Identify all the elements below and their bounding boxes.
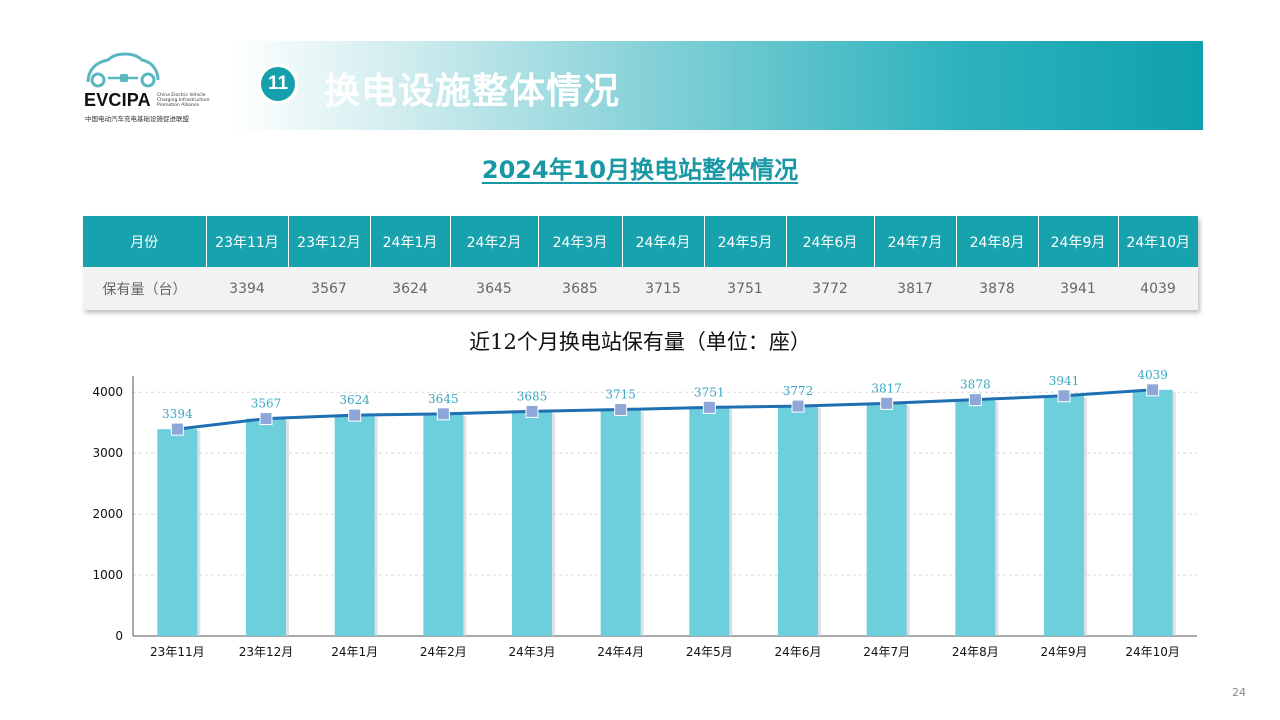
data-point: [348, 408, 362, 422]
evcipa-logo: EVCIPA China Electric Vehicle Charging I…: [82, 48, 232, 124]
x-tick-label: 24年1月: [331, 645, 378, 659]
x-tick-label: 24年5月: [686, 645, 733, 659]
logo-english-name: China Electric Vehicle Charging Infrastr…: [157, 93, 210, 109]
logo-brand: EVCIPA: [84, 90, 151, 110]
series-line: [177, 388, 1153, 431]
data-label: 3817: [871, 381, 902, 395]
table-header-cell: 24年3月: [538, 216, 623, 267]
data-point: [614, 403, 628, 417]
table-header-cell: 24年7月: [874, 216, 957, 267]
table-header-cell: 24年8月: [956, 216, 1039, 267]
table-cell: 3772: [786, 267, 874, 310]
table-cell: 3394: [206, 267, 288, 310]
page-number: 24: [1232, 686, 1246, 699]
page-title: 换电设施整体情况: [324, 71, 621, 112]
bar: [1044, 395, 1084, 636]
data-label: 3645: [428, 392, 459, 406]
subtitle-text: 2024年10月换电站整体情况: [481, 156, 799, 184]
bar: [512, 411, 552, 636]
data-label: 3772: [783, 384, 814, 398]
data-point: [1146, 383, 1160, 397]
table-cell: 3567: [288, 267, 370, 310]
bar: [246, 418, 286, 636]
data-point: [170, 422, 184, 436]
data-point: [259, 412, 273, 426]
bar: [866, 403, 907, 636]
table-cell: 3685: [538, 267, 622, 310]
table-header-month: 月份: [83, 216, 207, 267]
table-cell: 3941: [1038, 267, 1118, 310]
x-tick-label: 24年6月: [775, 645, 822, 659]
header-band: [230, 41, 1203, 130]
table-header-cell: 23年12月: [288, 216, 371, 267]
data-label: 3624: [339, 393, 370, 407]
bar: [1132, 389, 1173, 636]
table-header-cell: 24年2月: [450, 216, 539, 267]
x-tick-label: 23年12月: [239, 645, 294, 659]
table-header-cell: 24年6月: [786, 216, 875, 267]
bar: [778, 406, 818, 636]
x-tick-label: 23年11月: [150, 645, 205, 659]
data-label: 3685: [517, 389, 548, 403]
y-tick-label: 1000: [92, 568, 123, 582]
summary-table: 月份 23年11月 23年12月 24年1月 24年2月 24年3月 24年4月 24年5月…: [83, 216, 1198, 310]
x-tick-label: 24年8月: [952, 645, 999, 659]
data-point: [880, 396, 894, 410]
bar: [334, 415, 375, 636]
logo-chinese-name: 中国电动汽车充电基础设施促进联盟: [85, 115, 189, 123]
bar: [689, 407, 730, 636]
bar: [955, 399, 996, 636]
x-tick-label: 24年4月: [597, 645, 644, 659]
y-tick-label: 4000: [92, 385, 123, 399]
table-cell: 3624: [370, 267, 450, 310]
bar: [157, 429, 198, 636]
table-cell: 3715: [622, 267, 704, 310]
x-tick-label: 24年7月: [863, 645, 910, 659]
table-header-cell: 24年10月: [1118, 216, 1198, 267]
table-header-cell: 23年11月: [206, 216, 289, 267]
y-tick-label: 0: [115, 629, 123, 643]
bar: [423, 413, 464, 636]
data-label: 3941: [1049, 374, 1080, 388]
data-point: [968, 393, 982, 407]
table-header-cell: 24年5月: [704, 216, 787, 267]
table-cell: 3751: [704, 267, 786, 310]
x-tick-label: 24年2月: [420, 645, 467, 659]
table-header-cell: 24年4月: [622, 216, 705, 267]
bar: [600, 409, 641, 636]
bar-line-chart: 0 1000 2000 3000 4000 23年11月 23年12月 24年1月 24年2月 2…: [92, 370, 1197, 659]
car-plug-icon: [86, 52, 160, 88]
table-cell: 3645: [450, 267, 538, 310]
data-label: 3394: [162, 407, 193, 421]
x-tick-label: 24年10月: [1125, 645, 1180, 659]
table-header-row: 月份 23年11月 23年12月 24年1月 24年2月 24年3月 24年4月 24年5月…: [83, 216, 1198, 267]
data-label: 4039: [1137, 370, 1168, 382]
data-label: 3878: [960, 378, 991, 392]
table-cell: 3878: [956, 267, 1038, 310]
table-header-cell: 24年9月: [1038, 216, 1119, 267]
data-point: [791, 399, 805, 413]
data-label: 3751: [694, 385, 725, 399]
y-tick-label: 3000: [92, 446, 123, 460]
data-point: [702, 400, 716, 414]
table-cell: 4039: [1118, 267, 1198, 310]
x-tick-label: 24年3月: [509, 645, 556, 659]
y-tick-label: 2000: [92, 507, 123, 521]
chart-title: 近12个月换电站保有量（单位：座）: [469, 330, 811, 354]
table-header-count: 保有量（台）: [83, 267, 206, 310]
table-header-cell: 24年1月: [370, 216, 451, 267]
data-point: [436, 407, 450, 421]
subtitle: 2024年10月换电站整体情况: [0, 150, 1280, 185]
data-point: [1057, 389, 1071, 403]
data-label: 3567: [251, 397, 282, 411]
data-label: 3715: [605, 388, 636, 402]
data-point: [525, 404, 539, 418]
section-number-badge: 11: [258, 64, 298, 104]
table-cell: 3817: [874, 267, 956, 310]
table-row: 保有量（台） 3394 3567 3624 3645 3685 3715 3751 3772 3…: [83, 267, 1198, 310]
section-number: 11: [261, 67, 295, 101]
x-tick-label: 24年9月: [1041, 645, 1088, 659]
